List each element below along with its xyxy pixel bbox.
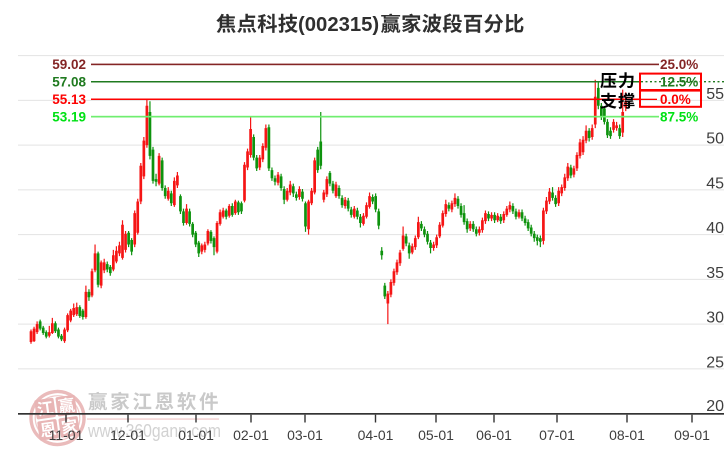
svg-text:12.5%: 12.5% (660, 75, 698, 90)
svg-text:45: 45 (706, 175, 724, 192)
svg-text:0.0%: 0.0% (660, 92, 691, 107)
svg-text:35: 35 (706, 265, 724, 282)
svg-text:03-01: 03-01 (287, 427, 323, 443)
svg-text:57.08: 57.08 (52, 75, 86, 90)
svg-text:07-01: 07-01 (539, 427, 575, 443)
svg-text:55: 55 (706, 86, 724, 103)
svg-text:30: 30 (706, 310, 724, 327)
svg-text:06-01: 06-01 (476, 427, 512, 443)
svg-text:55.13: 55.13 (52, 92, 86, 107)
svg-text:02-01: 02-01 (233, 427, 269, 443)
svg-text:25.0%: 25.0% (660, 57, 698, 72)
svg-text:50: 50 (706, 131, 724, 148)
svg-text:12-01: 12-01 (110, 427, 146, 443)
svg-text:05-01: 05-01 (418, 427, 454, 443)
svg-text:01-01: 01-01 (178, 427, 214, 443)
svg-text:53.19: 53.19 (52, 109, 86, 124)
svg-text:09-01: 09-01 (674, 427, 710, 443)
svg-text:04-01: 04-01 (358, 427, 394, 443)
svg-text:www.360gann.com: www.360gann.com (87, 420, 221, 441)
svg-text:08-01: 08-01 (609, 427, 645, 443)
svg-text:11-01: 11-01 (49, 427, 84, 443)
svg-text:59.02: 59.02 (52, 57, 86, 72)
svg-text:87.5%: 87.5% (660, 109, 698, 124)
svg-text:20: 20 (706, 398, 724, 415)
svg-text:40: 40 (706, 220, 724, 237)
svg-text:(002315): (002315) (298, 14, 379, 36)
svg-text:25: 25 (706, 354, 724, 371)
